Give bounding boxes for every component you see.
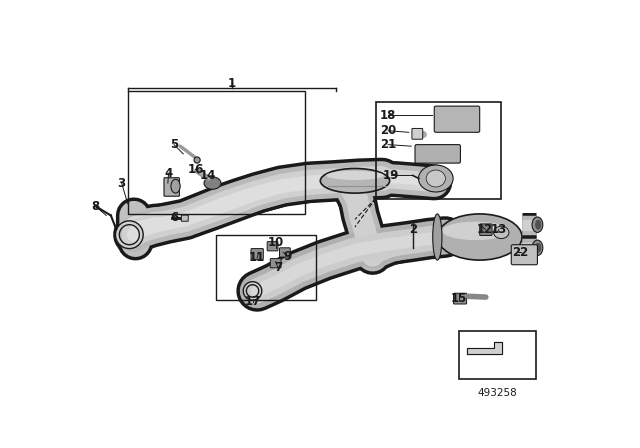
Ellipse shape (419, 165, 453, 192)
Text: 15: 15 (451, 292, 467, 305)
Text: 5: 5 (170, 138, 178, 151)
Ellipse shape (194, 157, 200, 163)
Text: 11: 11 (249, 251, 266, 264)
Ellipse shape (320, 168, 390, 193)
Text: 10: 10 (268, 236, 284, 249)
FancyBboxPatch shape (415, 145, 460, 163)
Text: 493258: 493258 (477, 388, 517, 398)
Ellipse shape (535, 220, 541, 230)
FancyBboxPatch shape (480, 224, 492, 236)
Ellipse shape (535, 243, 541, 253)
Text: 21: 21 (380, 138, 396, 151)
FancyBboxPatch shape (280, 248, 291, 257)
Ellipse shape (442, 222, 509, 240)
FancyBboxPatch shape (511, 245, 538, 265)
Text: 16: 16 (188, 163, 204, 176)
Ellipse shape (532, 240, 543, 255)
Text: 22: 22 (513, 246, 529, 259)
Bar (459, 331, 536, 379)
Bar (128, 90, 305, 214)
Ellipse shape (426, 170, 445, 187)
Text: 3: 3 (118, 177, 125, 190)
Text: 2: 2 (408, 223, 417, 236)
Text: 17: 17 (244, 295, 260, 308)
FancyBboxPatch shape (412, 129, 422, 139)
Ellipse shape (204, 177, 221, 190)
Ellipse shape (433, 214, 442, 260)
Ellipse shape (493, 226, 509, 238)
Text: 7: 7 (274, 261, 282, 274)
Text: 20: 20 (380, 124, 396, 137)
Text: 1: 1 (228, 77, 236, 90)
Bar (216, 235, 316, 300)
FancyBboxPatch shape (435, 106, 480, 132)
FancyBboxPatch shape (251, 249, 263, 259)
Ellipse shape (326, 171, 384, 180)
Text: 9: 9 (284, 250, 292, 263)
FancyBboxPatch shape (164, 178, 179, 196)
FancyBboxPatch shape (181, 215, 188, 221)
Ellipse shape (532, 217, 543, 233)
Text: 12: 12 (477, 223, 493, 236)
Ellipse shape (171, 179, 180, 193)
FancyBboxPatch shape (267, 241, 278, 251)
Polygon shape (467, 342, 502, 354)
Text: 18: 18 (380, 109, 396, 122)
Text: 4: 4 (164, 167, 173, 180)
FancyBboxPatch shape (270, 258, 281, 268)
Text: 6: 6 (170, 211, 178, 224)
Text: 8: 8 (92, 200, 100, 213)
Text: 19: 19 (383, 169, 399, 182)
Text: 14: 14 (200, 169, 216, 182)
Bar (376, 102, 501, 198)
Text: 13: 13 (491, 223, 507, 236)
FancyBboxPatch shape (454, 293, 467, 304)
Ellipse shape (437, 214, 522, 260)
